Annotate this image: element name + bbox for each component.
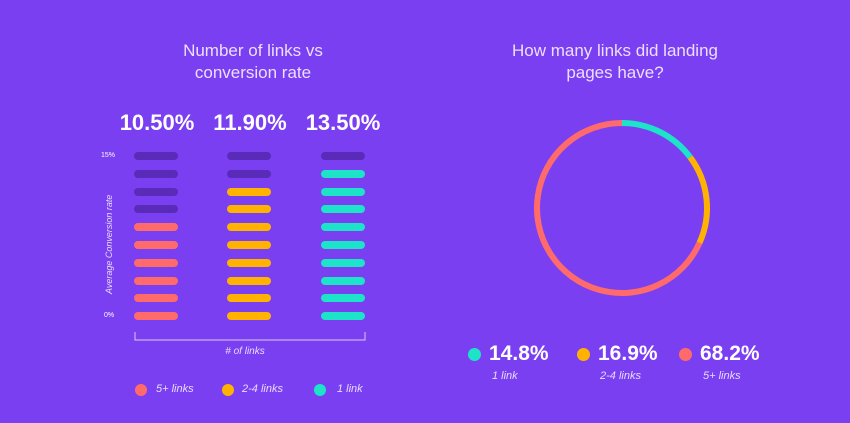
bar-segment [134, 205, 178, 214]
donut-slice-1-link [621, 120, 693, 160]
right-chart-title: How many links did landing pages have? [480, 40, 750, 84]
bar-segment [227, 205, 271, 214]
legend-label-1: 1 link [337, 383, 363, 395]
left-chart-title: Number of links vs conversion rate [148, 40, 358, 84]
legend-dot-2to4 [222, 384, 234, 396]
bar-segment [134, 152, 178, 160]
y-axis-label: Average Conversion rate [104, 194, 114, 294]
value-label-5plus: 10.50% [119, 110, 195, 135]
bar-segment [321, 187, 365, 196]
bar-segment [134, 187, 178, 196]
legend-label-5plus: 5+ links [156, 383, 194, 395]
stat-label-2: 2-4 links [600, 370, 641, 382]
donut-chart [534, 120, 710, 296]
legend-dot-1 [314, 384, 326, 396]
bar-segment [227, 169, 271, 178]
right-chart-title-line2: pages have? [566, 63, 664, 82]
x-axis-label: # of links [225, 346, 265, 357]
stat-value-2: 16.9% [598, 342, 658, 365]
bar-segment [134, 258, 178, 267]
bar-segment [227, 223, 271, 232]
bar-segment [321, 223, 365, 232]
bar-segment [321, 169, 365, 178]
legend-label-2to4: 2-4 links [242, 383, 283, 395]
bar-segment [134, 312, 178, 321]
bar-segment [227, 312, 271, 321]
donut-slice-5-links [534, 120, 703, 296]
stat-dot-1 [468, 348, 481, 361]
bar-segment [321, 258, 365, 267]
bar-segment [134, 169, 178, 178]
donut-slice-2-4-links [687, 155, 710, 245]
legend-dot-5plus [135, 384, 147, 396]
bar-segment [134, 223, 178, 232]
stat-dot-3 [679, 348, 692, 361]
bar-segment [321, 312, 365, 321]
bar-segment [134, 241, 178, 249]
stat-value-3: 68.2% [700, 342, 760, 365]
left-chart-title-line1: Number of links vs [183, 41, 323, 60]
bar-segment [227, 258, 271, 267]
bar-segment [321, 241, 365, 249]
bar-segment [227, 187, 271, 196]
bar-segment [227, 294, 271, 303]
bar-segment [321, 276, 365, 285]
bar-segment [227, 241, 271, 249]
stats-legend: 14.8% 1 link 16.9% 2-4 links 68.2% 5+ li… [460, 340, 780, 385]
left-chart-title-line2: conversion rate [194, 63, 312, 82]
bar-segment [321, 294, 365, 303]
stat-label-1: 1 link [492, 370, 518, 382]
ytick-top: 15% [101, 152, 116, 159]
bar-segment [321, 152, 365, 160]
ytick-bottom: 0% [104, 312, 115, 319]
stat-dot-2 [577, 348, 590, 361]
value-label-1: 13.50% [305, 110, 381, 135]
right-chart-title-line1: How many links did landing [512, 41, 718, 60]
stat-label-3: 5+ links [703, 370, 741, 382]
value-label-2to4: 11.90% [213, 110, 287, 135]
bar-segment [227, 276, 271, 285]
left-legend: 5+ links 2-4 links 1 link [130, 382, 390, 398]
bar-segment [134, 294, 178, 303]
bar-segment [134, 276, 178, 285]
bar-segment [321, 205, 365, 214]
bar-segment [227, 152, 271, 160]
x-axis-bracket [134, 332, 366, 341]
stat-value-1: 14.8% [489, 342, 549, 365]
